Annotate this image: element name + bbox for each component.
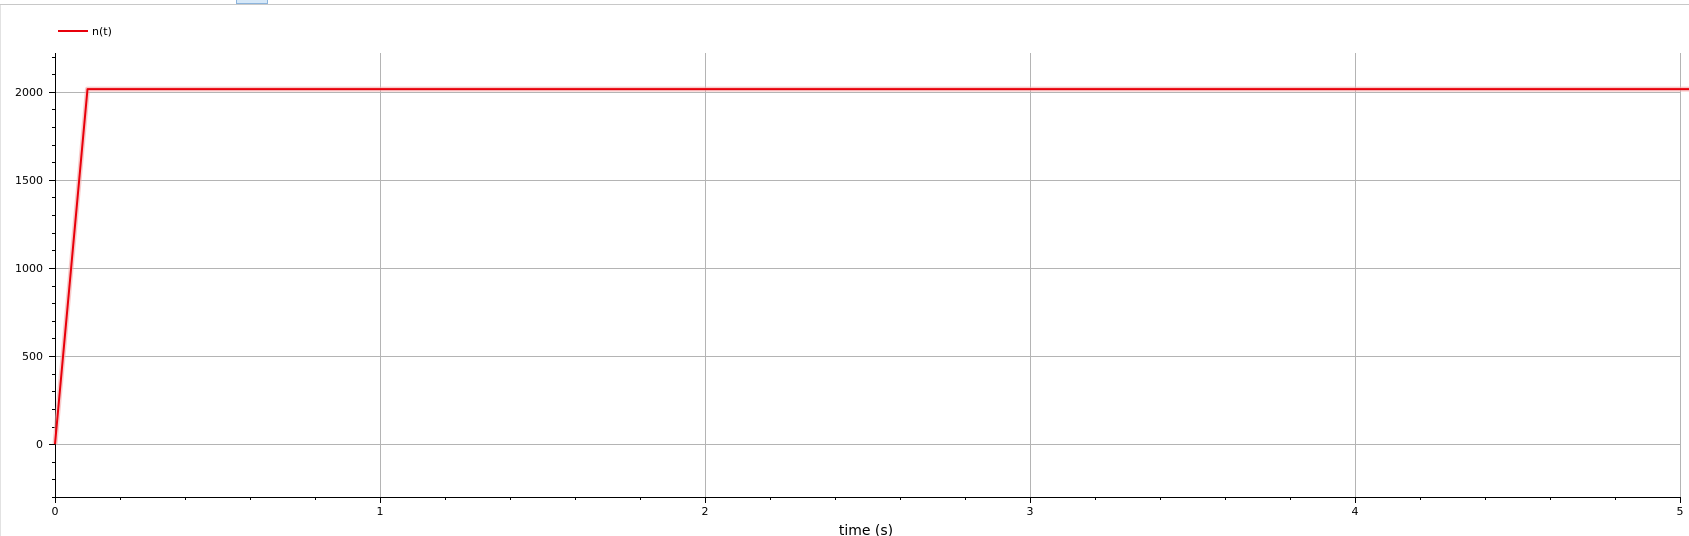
- toolbar-strip: [0, 0, 1689, 5]
- grid-lines: [55, 53, 1681, 497]
- legend-label: n(t): [92, 24, 112, 38]
- series-line-halo: [52, 86, 1689, 445]
- axis-ticks: 0 500 1000 1500 2000 0 1 2 3 4 5: [15, 57, 1684, 518]
- axes: [55, 53, 1680, 498]
- y-tick-label: 1000: [15, 262, 43, 275]
- x-tick-label: 4: [1352, 505, 1359, 518]
- x-tick-label: 3: [1027, 505, 1034, 518]
- series-group: [52, 86, 1689, 445]
- x-tick-label: 1: [377, 505, 384, 518]
- x-tick-label: 0: [52, 505, 59, 518]
- legend[interactable]: n(t): [58, 24, 112, 38]
- y-tick-label: 2000: [15, 86, 43, 99]
- window-border: [0, 5, 1, 536]
- y-tick-label: 500: [22, 350, 43, 363]
- series-line-n-t: [54, 88, 1689, 445]
- x-tick-label: 5: [1677, 505, 1684, 518]
- toolbar-tab[interactable]: [236, 0, 268, 4]
- x-tick-label: 2: [702, 505, 709, 518]
- x-axis-label: time (s): [839, 523, 893, 536]
- y-tick-label: 0: [36, 438, 43, 451]
- legend-swatch: [58, 30, 88, 32]
- y-tick-label: 1500: [15, 174, 43, 187]
